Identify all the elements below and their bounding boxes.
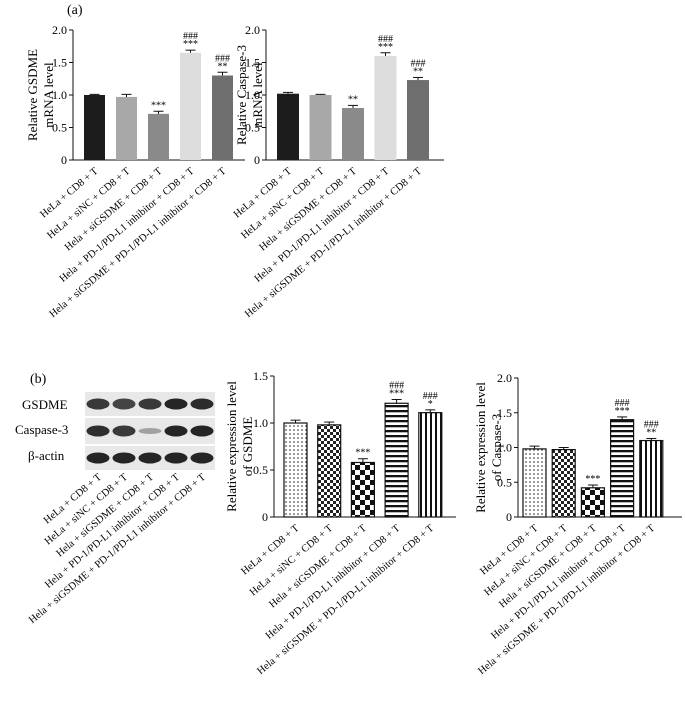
significance-label: ### bbox=[183, 31, 198, 42]
significance-label: ### bbox=[644, 419, 659, 430]
y-tick-label: 0.5 bbox=[497, 475, 512, 489]
y-axis-label: Relative Caspase-3 bbox=[234, 45, 249, 145]
bar bbox=[84, 95, 105, 160]
bar bbox=[317, 424, 342, 518]
significance-label: ### bbox=[615, 398, 630, 409]
bar bbox=[384, 402, 409, 518]
significance-label: ### bbox=[423, 391, 438, 402]
bar bbox=[309, 95, 332, 160]
blot-band bbox=[190, 452, 214, 464]
y-tick-label: 1.5 bbox=[497, 406, 512, 420]
blot-band bbox=[164, 425, 188, 437]
significance-label: *** bbox=[389, 389, 404, 400]
y-tick-label: 0.5 bbox=[245, 121, 260, 135]
y-tick-label: 0 bbox=[61, 153, 67, 167]
y-tick-label: 1.0 bbox=[52, 88, 67, 102]
bar bbox=[580, 487, 606, 518]
y-tick-label: 1.0 bbox=[245, 88, 260, 102]
y-tick-label: 1.0 bbox=[253, 416, 268, 430]
y-tick-label: 0.5 bbox=[253, 463, 268, 477]
blot-band bbox=[164, 452, 188, 464]
y-tick-label: 0 bbox=[506, 510, 512, 524]
significance-label: ### bbox=[389, 381, 404, 392]
y-axis-label: Relative expression level bbox=[224, 381, 239, 512]
significance-label: *** bbox=[378, 42, 393, 53]
significance-label: ### bbox=[378, 34, 393, 45]
significance-label: ** bbox=[413, 66, 423, 77]
y-tick-label: 0 bbox=[254, 153, 260, 167]
y-tick-label: 1.0 bbox=[497, 441, 512, 455]
y-axis-label: Relative expression level bbox=[473, 382, 488, 513]
y-tick-label: 1.5 bbox=[253, 369, 268, 383]
blot-band bbox=[112, 425, 136, 437]
blot-band bbox=[86, 425, 110, 437]
blot-band bbox=[112, 452, 136, 464]
blot-band bbox=[190, 425, 214, 437]
y-axis-label: of Caspase-3 bbox=[489, 414, 504, 482]
x-tick-label: HeLa + CD8 + T bbox=[239, 523, 301, 578]
bar bbox=[283, 422, 308, 518]
y-tick-label: 0.5 bbox=[52, 121, 67, 135]
y-tick-label: 1.5 bbox=[52, 56, 67, 70]
bar bbox=[418, 412, 443, 518]
y-tick-label: 2.0 bbox=[52, 23, 67, 37]
y-axis-label: Relative GSDME bbox=[25, 49, 40, 141]
y-axis-label: of GSDME bbox=[240, 417, 255, 477]
bar bbox=[148, 113, 169, 160]
blot-band bbox=[164, 398, 188, 410]
bar bbox=[180, 52, 201, 160]
significance-label: ### bbox=[215, 53, 230, 64]
blot-band bbox=[190, 398, 214, 410]
significance-label: *** bbox=[151, 100, 166, 111]
significance-label: ** bbox=[218, 61, 228, 72]
x-tick-label: Hela + PD-1/PD-L1 inhibitor + CD8 + T bbox=[489, 522, 628, 641]
bar bbox=[639, 439, 664, 518]
chart-b2: 0 0.5 1.0 1.5 2.0 Relative expression level of… bbox=[473, 371, 682, 677]
blot-band bbox=[138, 452, 162, 464]
bar bbox=[277, 93, 299, 160]
significance-label: * bbox=[428, 399, 433, 410]
significance-label: *** bbox=[585, 474, 600, 485]
significance-label: ### bbox=[411, 58, 426, 69]
blot-label-beta-actin: β-actin bbox=[28, 448, 65, 463]
significance-label: *** bbox=[615, 406, 630, 417]
significance-label: ** bbox=[348, 94, 358, 105]
blot-label-gsdme: GSDME bbox=[22, 397, 68, 412]
bar bbox=[116, 96, 137, 160]
y-tick-label: 0 bbox=[262, 510, 268, 524]
bar bbox=[350, 461, 375, 518]
blot-band bbox=[138, 428, 162, 434]
blot-lane-label: Hela + siGSDME + PD-1/PD-L1 inhibitor + … bbox=[27, 472, 208, 627]
bar bbox=[407, 80, 429, 160]
y-tick-label: 2.0 bbox=[497, 371, 512, 385]
significance-label: *** bbox=[183, 39, 198, 50]
y-axis-label: mRNA level bbox=[250, 62, 265, 128]
bar bbox=[609, 419, 635, 518]
panel-label-b: (b) bbox=[30, 372, 47, 387]
blot-band bbox=[86, 452, 110, 464]
significance-label: *** bbox=[355, 448, 370, 459]
blot-band bbox=[138, 398, 162, 410]
bar bbox=[342, 108, 364, 160]
y-tick-label: 2.0 bbox=[245, 23, 260, 37]
y-axis-label: mRNA level bbox=[41, 62, 56, 128]
bar bbox=[374, 56, 397, 160]
chart-a2: 0 0.5 1.0 1.5 2.0 Relative Caspase-3 mRNA leve… bbox=[232, 23, 444, 320]
western-blot: GSDME Caspase-3 β-actin HeLa + CD8 + THe… bbox=[15, 392, 215, 626]
blot-band bbox=[86, 398, 110, 410]
panel-label-a: (a) bbox=[67, 3, 83, 18]
blot-label-caspase3: Caspase-3 bbox=[15, 422, 68, 437]
chart-b1: 0 0.5 1.0 1.5 Relative expression level of GS… bbox=[224, 369, 456, 677]
bar bbox=[522, 448, 547, 518]
bar bbox=[551, 448, 576, 518]
significance-label: ** bbox=[646, 427, 656, 438]
y-tick-label: 1.5 bbox=[245, 56, 260, 70]
blot-band bbox=[112, 398, 136, 410]
bar bbox=[212, 75, 233, 160]
